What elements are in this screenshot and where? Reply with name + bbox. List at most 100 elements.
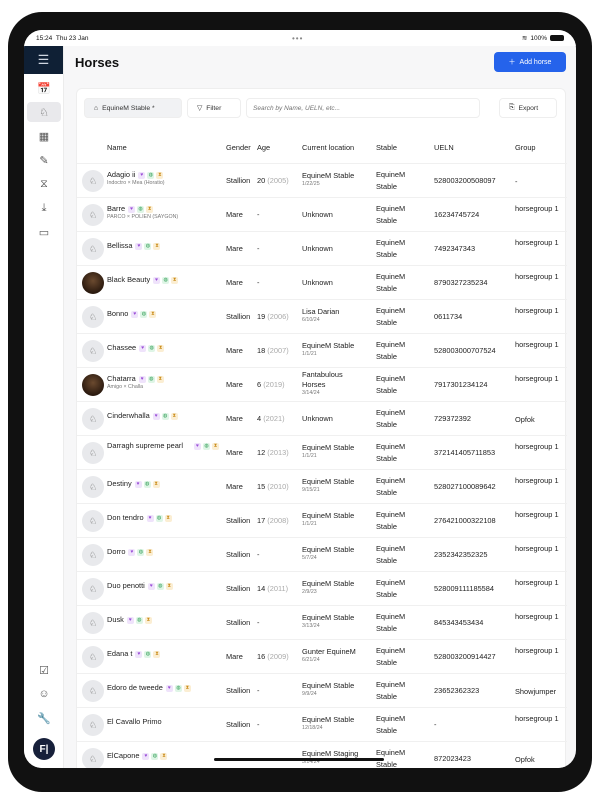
status-badges: ♥ ◍ ⧗: [135, 650, 161, 658]
stable-cell: EquineM Stable: [376, 680, 406, 701]
horse-avatar: ♘: [82, 476, 104, 498]
table-row[interactable]: ♘ Chassee ♥ ◍ ⧗ Mare 18 (2007) EquineM Stab…: [77, 333, 567, 367]
gender-cell: Mare: [226, 244, 243, 253]
horse-avatar: ♘: [82, 204, 104, 226]
table-row[interactable]: ♘ El Cavallo Primo Stallion - EquineM St…: [77, 707, 567, 741]
horse-name[interactable]: Barre: [107, 204, 126, 213]
location-date: 3/13/24: [302, 623, 320, 629]
age: 18: [257, 346, 266, 355]
col-name[interactable]: Name: [107, 143, 127, 152]
timer-icon: ⧗: [160, 752, 168, 760]
horse-name[interactable]: Chatarra: [107, 374, 136, 383]
stable-cell: EquineM Stable: [376, 408, 406, 429]
col-ueln[interactable]: UELN: [434, 143, 454, 152]
horse-name[interactable]: Bonno: [107, 309, 129, 318]
table-row[interactable]: ♘ Dorro ♥ ◍ ⧗ Stallion - EquineM Stable 5/7/…: [77, 537, 567, 571]
gender-cell: Stallion: [226, 176, 251, 185]
horse-name[interactable]: Cinderwhalla: [107, 411, 150, 420]
care-icon: ◍: [147, 375, 155, 383]
col-location[interactable]: Current location: [302, 143, 355, 152]
sidebar-item-calendar-check[interactable]: ☑: [27, 660, 61, 680]
table-row[interactable]: ♘ Don tendro ♥ ◍ ⧗ Stallion 17 (2008) Equin…: [77, 503, 567, 537]
add-horse-button[interactable]: ＋ Add horse: [494, 52, 566, 72]
location: EquineM Stable: [302, 613, 355, 622]
table-row[interactable]: ♘ Bonno ♥ ◍ ⧗ Stallion 19 (2006) Lisa Daria…: [77, 299, 567, 333]
horse-name[interactable]: Black Beauty: [107, 275, 151, 284]
table-row[interactable]: ♘ ElCapone ♥ ◍ ⧗ EquineM Staging 3/14/24 Equ…: [77, 741, 567, 768]
horse-name[interactable]: Darragh supreme pearl: [107, 441, 183, 450]
horse-name[interactable]: Bellissa: [107, 241, 133, 250]
table-row[interactable]: Black Beauty ♥ ◍ ⧗ Mare - Unknown EquineM S…: [77, 265, 567, 299]
age: -: [257, 686, 260, 695]
horse-name[interactable]: Edana t: [107, 649, 133, 658]
horse-name[interactable]: Edoro de tweede: [107, 683, 163, 692]
horse-name[interactable]: Don tendro: [107, 513, 144, 522]
horse-name[interactable]: Duo penotti: [107, 581, 145, 590]
filter-icon: ▽: [197, 105, 203, 112]
status-badges: ♥ ◍ ⧗: [128, 205, 154, 213]
table-row[interactable]: ♘ Barre ♥ ◍ ⧗ PARCO × POLIEN (SAYGON) Mare -…: [77, 197, 567, 231]
user-avatar[interactable]: F|: [33, 738, 55, 760]
name-cell: Barre ♥ ◍ ⧗ PARCO × POLIEN (SAYGON): [107, 204, 225, 220]
filter-button[interactable]: ▽ Filter: [187, 98, 241, 118]
location: Lisa Darian: [302, 307, 340, 316]
location: Unknown: [302, 278, 333, 287]
health-icon: ♥: [147, 582, 155, 590]
col-stable[interactable]: Stable: [376, 143, 397, 152]
table-row[interactable]: ♘ Darragh supreme pearl ♥ ◍ ⧗ Mare 12 (2013…: [77, 435, 567, 469]
sidebar-item-grid[interactable]: ▦: [27, 126, 61, 146]
sidebar-item-download-tray[interactable]: ⤓: [27, 198, 61, 218]
table-row[interactable]: ♘ Edana t ♥ ◍ ⧗ Mare 16 (2009) Gunter Equin…: [77, 639, 567, 673]
table-row[interactable]: ♘ Dusk ♥ ◍ ⧗ Stallion - EquineM Stable 3/13/…: [77, 605, 567, 639]
sidebar-item-wrench[interactable]: 🔧: [27, 708, 61, 728]
search-input[interactable]: [246, 98, 480, 118]
table-row[interactable]: ♘ Duo penotti ♥ ◍ ⧗ Stallion 14 (2011) Equi…: [77, 571, 567, 605]
group-cell: Showjumper: [515, 687, 557, 696]
timer-icon: ⧗: [156, 375, 164, 383]
sidebar-item-syringe[interactable]: ✎: [27, 150, 61, 170]
name-cell: El Cavallo Primo: [107, 717, 225, 726]
table-row[interactable]: Chatarra ♥ ◍ ⧗ Amigo × Challa Mare 6 (2019) …: [77, 367, 567, 401]
location-cell: EquineM Stable 5/7/24: [302, 545, 376, 562]
horse-name[interactable]: El Cavallo Primo: [107, 717, 162, 726]
table-row[interactable]: ♘ Destiny ♥ ◍ ⧗ Mare 15 (2010) EquineM Stab…: [77, 469, 567, 503]
horse-name[interactable]: Dusk: [107, 615, 124, 624]
care-icon: ◍: [137, 548, 145, 556]
horse-name[interactable]: ElCapone: [107, 751, 140, 760]
sidebar-item-contacts[interactable]: ☺: [27, 684, 61, 704]
export-button[interactable]: ⎘ Export: [499, 98, 557, 118]
timer-icon: ⧗: [146, 205, 154, 213]
horse-avatar: ♘: [82, 510, 104, 532]
table-row[interactable]: ♘ Cinderwhalla ♥ ◍ ⧗ Mare 4 (2021) Unknown …: [77, 401, 567, 435]
name-cell: Darragh supreme pearl ♥ ◍ ⧗: [107, 440, 225, 452]
table-row[interactable]: ♘ Bellissa ♥ ◍ ⧗ Mare - Unknown EquineM Sta…: [77, 231, 567, 265]
status-badges: ♥ ◍ ⧗: [128, 548, 154, 556]
home-indicator[interactable]: [214, 758, 384, 761]
group-cell: horsegroup 1: [515, 578, 559, 587]
stable-cell: EquineM Stable: [376, 578, 406, 599]
age-cell: 19 (2006): [257, 312, 289, 321]
multitask-dots[interactable]: •••: [292, 33, 304, 43]
sidebar-item-dna[interactable]: ⧖: [27, 174, 61, 194]
table-row[interactable]: ♘ Adagio ii ♥ ◍ ⧗ Indoctro × Mea (Horatio) S…: [77, 163, 567, 197]
horse-name[interactable]: Dorro: [107, 547, 126, 556]
age: 17: [257, 516, 266, 525]
col-group[interactable]: Group: [515, 143, 536, 152]
name-cell: Chassee ♥ ◍ ⧗: [107, 343, 225, 352]
age-cell: 20 (2005): [257, 176, 289, 185]
age: -: [257, 210, 260, 219]
contacts-icon: ☺: [38, 688, 50, 700]
col-gender[interactable]: Gender: [226, 143, 251, 152]
horse-name[interactable]: Adagio ii: [107, 170, 136, 179]
location-date: 2/9/23: [302, 589, 317, 595]
horse-name[interactable]: Chassee: [107, 343, 137, 352]
horse-name[interactable]: Destiny: [107, 479, 132, 488]
sidebar-item-wallet[interactable]: ▭: [27, 222, 61, 242]
col-age[interactable]: Age: [257, 143, 271, 152]
table-row[interactable]: ♘ Edoro de tweede ♥ ◍ ⧗ Stallion - EquineM …: [77, 673, 567, 707]
sidebar-item-calendar[interactable]: 📅: [27, 78, 61, 98]
menu-button[interactable]: ☰: [24, 46, 63, 74]
group-cell: Opfok: [515, 755, 535, 764]
sidebar-item-horse[interactable]: ♘: [27, 102, 61, 122]
stable-selector[interactable]: ⌂ EquineM Stable *: [84, 98, 182, 118]
